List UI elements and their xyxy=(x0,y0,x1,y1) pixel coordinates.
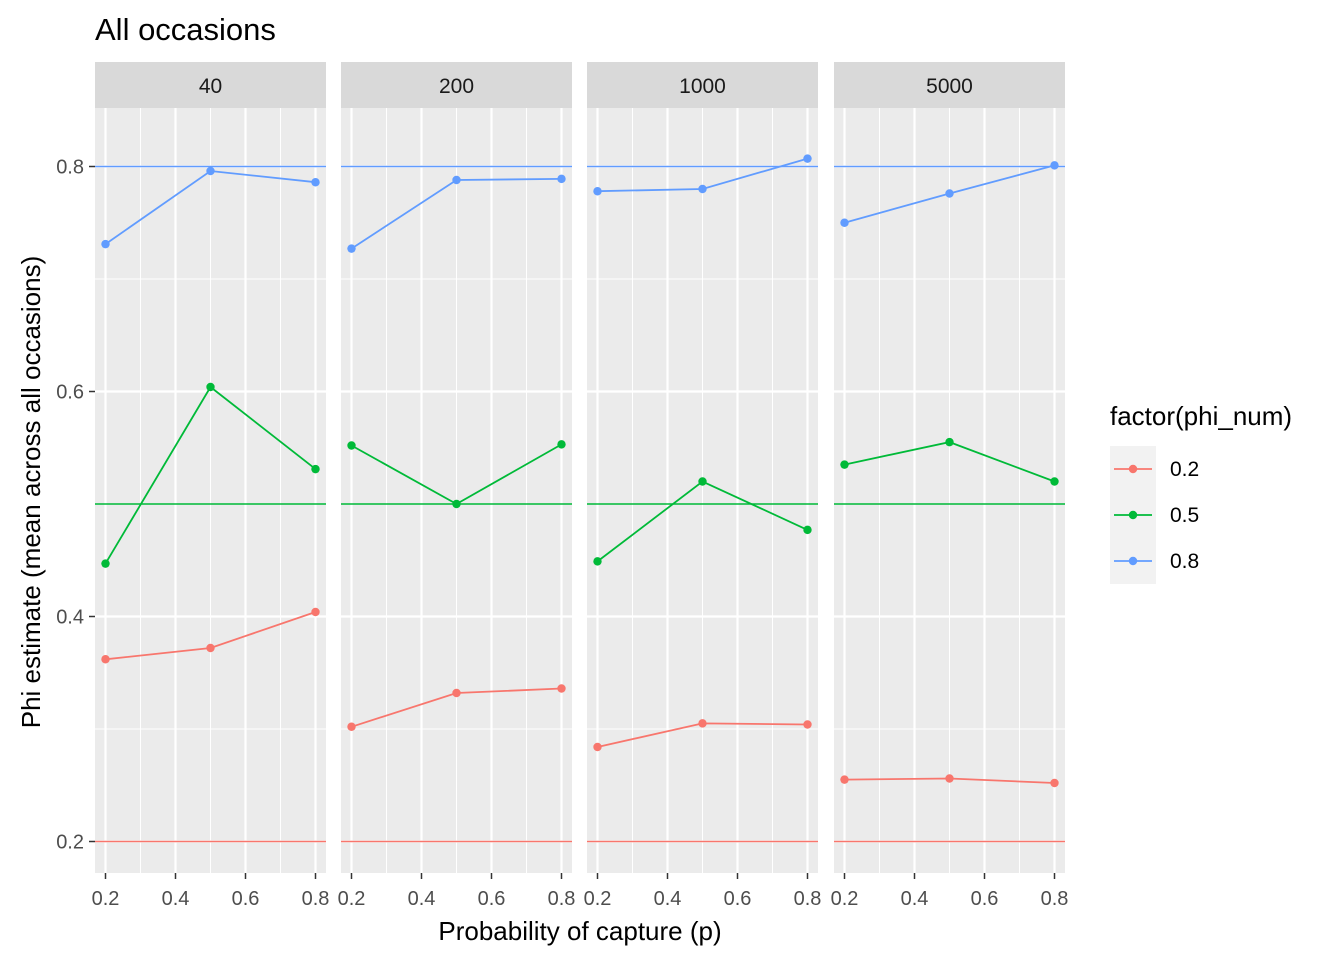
x-tick-label: 0.6 xyxy=(971,888,999,910)
data-point-0.5 xyxy=(347,441,356,450)
data-point-0.8 xyxy=(557,174,566,184)
legend-item-0.2: 0.2 xyxy=(1110,446,1199,492)
data-point-0.5 xyxy=(101,559,110,568)
data-point-0.8 xyxy=(593,187,602,196)
data-point-0.2 xyxy=(698,719,707,728)
y-tick-label: 0.6 xyxy=(56,382,84,404)
legend-item-0.8: 0.8 xyxy=(1110,538,1199,584)
facet-strip xyxy=(341,62,572,108)
data-point-0.2 xyxy=(840,775,849,784)
y-tick-label: 0.2 xyxy=(56,832,84,854)
facet-strip xyxy=(587,62,818,108)
legend-title: factor(phi_num) xyxy=(1110,401,1292,431)
data-point-0.2 xyxy=(206,643,215,653)
data-point-0.2 xyxy=(347,722,356,731)
data-point-0.8 xyxy=(803,154,812,163)
facet-panel-40: 40 0.2 0.4 0.6 0.8 xyxy=(92,62,330,910)
data-point-0.5 xyxy=(1050,477,1059,486)
y-tick-label: 0.8 xyxy=(56,157,84,179)
data-point-0.5 xyxy=(840,460,849,469)
y-axis-title: Phi estimate (mean across all occasions) xyxy=(16,256,46,729)
facet-strip-label: 40 xyxy=(199,75,222,98)
legend-label: 0.2 xyxy=(1170,458,1199,481)
x-tick-label: 0.8 xyxy=(1041,888,1069,910)
facet-panel-5000: 5000 0.2 0.4 0.6 0.8 xyxy=(831,62,1069,910)
legend-key-point xyxy=(1128,556,1138,566)
y-tick-label: 0.4 xyxy=(56,607,84,629)
data-point-0.5 xyxy=(593,557,602,566)
x-axis-title: Probability of capture (p) xyxy=(438,916,721,946)
x-tick-label: 0.8 xyxy=(548,888,576,910)
data-point-0.8 xyxy=(698,184,707,194)
chart-title: All occasions xyxy=(95,12,276,47)
data-point-0.2 xyxy=(311,607,320,617)
legend-key-point xyxy=(1128,510,1138,520)
data-point-0.8 xyxy=(945,189,954,198)
data-point-0.8 xyxy=(311,178,320,187)
data-point-0.5 xyxy=(557,440,566,449)
facet-strip xyxy=(95,62,326,108)
x-tick-label: 0.6 xyxy=(724,888,752,910)
x-tick-label: 0.8 xyxy=(302,888,330,910)
x-tick-label: 0.2 xyxy=(831,888,859,910)
x-tick-label: 0.2 xyxy=(584,888,612,910)
x-tick-label: 0.4 xyxy=(901,888,929,910)
facet-panel-1000: 1000 0.2 0.4 0.6 0.8 xyxy=(584,62,822,910)
facet-strip-label: 200 xyxy=(439,75,474,98)
data-point-0.2 xyxy=(557,684,566,693)
x-tick-label: 0.4 xyxy=(408,888,436,910)
legend-key-point xyxy=(1128,464,1138,474)
data-point-0.2 xyxy=(945,774,954,783)
legend-label: 0.8 xyxy=(1170,550,1199,573)
facet-panel-200: 200 0.2 0.4 0.6 0.8 xyxy=(338,62,576,910)
data-point-0.5 xyxy=(206,382,215,392)
x-tick-label: 0.6 xyxy=(478,888,506,910)
facet-strip-label: 5000 xyxy=(926,75,973,98)
data-point-0.2 xyxy=(452,688,461,698)
data-point-0.2 xyxy=(1050,778,1059,788)
data-point-0.8 xyxy=(452,175,461,185)
x-tick-label: 0.2 xyxy=(92,888,120,910)
data-point-0.2 xyxy=(593,742,602,752)
data-point-0.5 xyxy=(452,499,461,509)
x-tick-label: 0.4 xyxy=(162,888,190,910)
legend-item-0.5: 0.5 xyxy=(1110,492,1199,538)
data-point-0.8 xyxy=(206,166,215,176)
data-point-0.8 xyxy=(1050,161,1059,170)
data-point-0.5 xyxy=(311,464,320,474)
x-tick-label: 0.4 xyxy=(654,888,682,910)
x-tick-label: 0.8 xyxy=(794,888,822,910)
data-point-0.8 xyxy=(101,239,110,249)
legend-label: 0.5 xyxy=(1170,504,1199,527)
data-point-0.8 xyxy=(347,244,356,253)
data-point-0.5 xyxy=(945,437,954,447)
data-point-0.5 xyxy=(698,477,707,486)
facet-strip-label: 1000 xyxy=(679,75,726,98)
facet-strip xyxy=(834,62,1065,108)
data-point-0.5 xyxy=(803,525,812,535)
facet-panels: 40 0.2 0.4 0.6 0.8 200 0.2 0.4 0.6 0.8 1000 0.2 0.4 0… xyxy=(56,62,1068,910)
data-point-0.8 xyxy=(840,218,849,227)
data-point-0.2 xyxy=(101,655,110,664)
x-tick-label: 0.2 xyxy=(338,888,366,910)
x-tick-label: 0.6 xyxy=(232,888,260,910)
legend: factor(phi_num) 0.2 0.5 0.8 xyxy=(1110,401,1292,584)
data-point-0.2 xyxy=(803,720,812,729)
